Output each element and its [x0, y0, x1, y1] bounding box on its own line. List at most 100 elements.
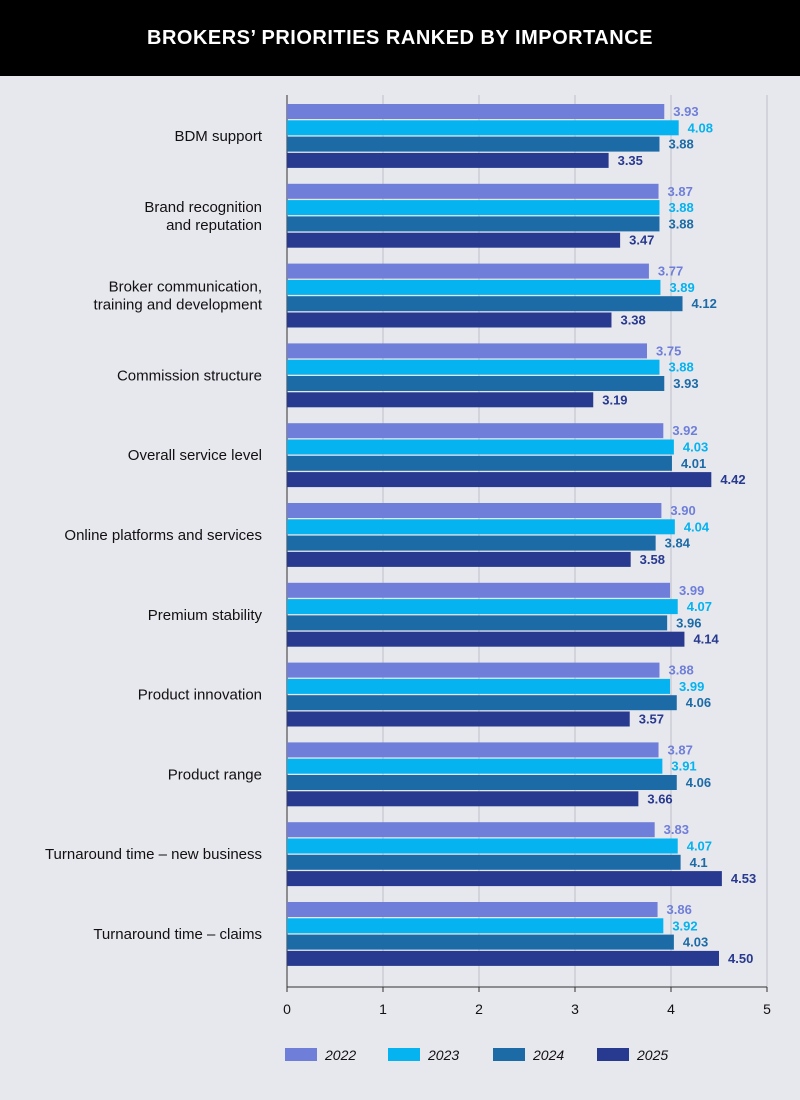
bar-value-label: 3.93	[673, 104, 698, 119]
bar	[287, 838, 678, 854]
bar	[287, 423, 664, 439]
legend-label: 2023	[427, 1047, 459, 1063]
bar	[287, 615, 668, 631]
bar-value-label: 4.07	[687, 599, 712, 614]
bar	[287, 104, 665, 119]
legend-swatch	[388, 1048, 420, 1061]
bar	[287, 678, 671, 694]
x-tick-label: 2	[475, 1001, 483, 1017]
x-tick-label: 1	[379, 1001, 387, 1017]
category-label: BDM support	[174, 128, 262, 145]
bar-value-label: 4.50	[728, 951, 753, 966]
bar	[287, 312, 612, 328]
bar-value-label: 3.88	[668, 137, 693, 152]
bar	[287, 582, 671, 598]
category-label: Brand recognition	[144, 199, 262, 216]
bar-value-label: 4.04	[684, 519, 710, 534]
bar-value-label: 4.06	[686, 775, 711, 790]
bar	[287, 152, 609, 168]
chart-title: BROKERS’ PRIORITIES RANKED BY IMPORTANCE	[147, 26, 653, 49]
bar-value-label: 3.96	[676, 615, 701, 630]
bar	[287, 343, 647, 359]
x-tick-label: 5	[763, 1001, 771, 1017]
bar	[287, 376, 665, 391]
bar-value-label: 3.88	[668, 360, 693, 375]
bar-value-label: 4.14	[693, 632, 719, 647]
x-tick-label: 0	[283, 1001, 291, 1017]
bar-value-label: 3.47	[629, 233, 654, 248]
bar	[287, 711, 630, 727]
bar	[287, 934, 674, 950]
legend-label: 2022	[324, 1047, 356, 1063]
category-label: Premium stability	[148, 607, 263, 624]
bar	[287, 216, 660, 232]
bar	[287, 455, 672, 471]
bar	[287, 758, 663, 774]
category-label: Broker communication,	[109, 279, 262, 296]
category-label: Product range	[168, 766, 262, 783]
bar	[287, 742, 659, 758]
bar	[287, 599, 678, 615]
bar-value-label: 4.03	[683, 935, 708, 950]
bar	[287, 472, 712, 488]
bar-value-label: 3.58	[640, 552, 665, 567]
bar-value-label: 3.66	[647, 791, 672, 806]
bar-value-label: 3.87	[668, 742, 693, 757]
bar-value-label: 3.38	[620, 313, 645, 328]
bar	[287, 854, 681, 870]
bar-value-label: 3.88	[668, 216, 693, 231]
bar-value-label: 4.06	[686, 695, 711, 710]
bar-value-label: 3.92	[672, 918, 697, 933]
bar	[287, 136, 660, 152]
bar-value-label: 3.91	[671, 759, 696, 774]
bar-value-label: 3.90	[670, 503, 695, 518]
bar	[287, 775, 677, 790]
legend-label: 2024	[532, 1047, 564, 1063]
legend-swatch	[597, 1048, 629, 1061]
bar	[287, 551, 631, 567]
bar-value-label: 4.01	[681, 456, 706, 471]
legend-swatch	[493, 1048, 525, 1061]
bar-value-label: 4.1	[690, 855, 708, 870]
bar	[287, 871, 722, 887]
bar-value-label: 3.35	[618, 153, 643, 168]
bar	[287, 822, 655, 838]
bar	[287, 535, 656, 551]
bar	[287, 263, 649, 279]
bar	[287, 631, 685, 647]
bar-value-label: 3.87	[668, 184, 693, 199]
category-label: and reputation	[166, 217, 262, 234]
bar-value-label: 3.75	[656, 343, 681, 358]
bar	[287, 296, 683, 312]
bar	[287, 200, 660, 216]
bar-value-label: 3.19	[602, 392, 627, 407]
bar-value-label: 4.03	[683, 440, 708, 455]
bar	[287, 902, 658, 917]
bar-value-label: 3.57	[639, 712, 664, 727]
bar-value-label: 4.42	[720, 472, 745, 487]
bar	[287, 439, 674, 455]
bar-value-label: 3.93	[673, 376, 698, 391]
bar	[287, 695, 677, 711]
category-label: Commission structure	[117, 367, 262, 384]
category-label: training and development	[94, 297, 263, 314]
category-label: Overall service level	[128, 447, 262, 464]
bar-value-label: 4.07	[687, 839, 712, 854]
bar-value-label: 4.08	[688, 120, 713, 135]
bar-value-label: 3.92	[672, 423, 697, 438]
bar-value-label: 4.12	[692, 296, 717, 311]
bar	[287, 662, 660, 678]
bar-value-label: 3.86	[667, 902, 692, 917]
bar	[287, 392, 594, 408]
legend-swatch	[285, 1048, 317, 1061]
bar	[287, 232, 621, 248]
bar	[287, 950, 719, 966]
x-tick-label: 4	[667, 1001, 675, 1017]
bar	[287, 519, 675, 535]
legend-label: 2025	[636, 1047, 668, 1063]
bar-value-label: 3.77	[658, 264, 683, 279]
bar-value-label: 4.53	[731, 871, 756, 886]
bar-value-label: 3.84	[665, 536, 691, 551]
category-label: Turnaround time – new business	[45, 846, 262, 863]
